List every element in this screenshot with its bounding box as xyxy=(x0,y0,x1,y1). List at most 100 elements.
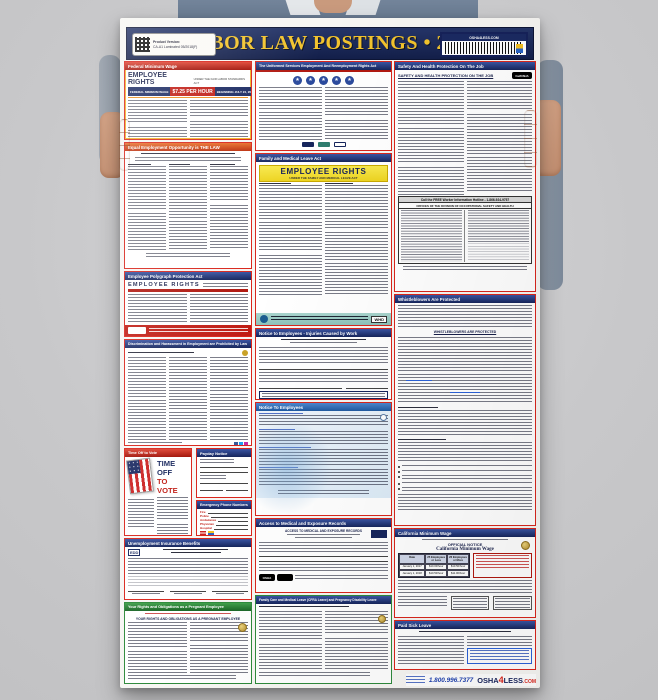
text-block xyxy=(259,672,370,677)
text-block xyxy=(259,185,322,219)
dol-logo xyxy=(128,327,146,334)
text-block xyxy=(202,283,248,287)
text-block xyxy=(325,232,388,260)
table-header-cell: 25 Employees or Less xyxy=(425,554,448,564)
section-header: Family and Medical Leave Act xyxy=(256,154,391,162)
text-block xyxy=(259,644,322,670)
text-block xyxy=(128,351,194,355)
text-block xyxy=(398,128,464,164)
text-block xyxy=(280,339,367,342)
text-block xyxy=(402,470,532,472)
text-block xyxy=(452,597,488,608)
section-header: Unemployment Insurance Benefits xyxy=(125,539,251,547)
section-california-minimum-wage: California Minimum Wage OFFICIAL NOTICE … xyxy=(394,528,536,618)
poster-footer: 1.800.996.7377 OSHA4LESS.COM xyxy=(406,674,536,686)
fmla-footer-bar: WHD xyxy=(256,313,391,325)
divider xyxy=(128,97,248,98)
text-block xyxy=(128,357,166,397)
section-pregnant-employee-rights: Your Rights and Obligations as a Pregnan… xyxy=(124,602,252,684)
poster-masthead: Product Version: CA-A1 Laminated 05/2018… xyxy=(126,27,534,60)
form-line xyxy=(200,479,248,484)
text-block xyxy=(128,442,182,445)
text-block xyxy=(189,622,248,642)
text-block xyxy=(173,593,203,596)
text-block xyxy=(398,374,532,404)
text-block xyxy=(169,357,207,409)
section-whistleblowers-protected: Whistleblowers Are Protected WHISTLEBLOW… xyxy=(394,294,536,526)
section-header: Paid Sick Leave xyxy=(395,621,535,629)
state-seal-icon xyxy=(378,615,386,623)
emergency-label: Police xyxy=(200,514,209,518)
fmla-banner-title: EMPLOYEE RIGHTS xyxy=(280,167,367,176)
text-block xyxy=(406,676,425,684)
brand-post: LESS xyxy=(503,676,523,685)
bullet-icon xyxy=(398,483,400,485)
table-header-cell: 26 Employees or More xyxy=(447,554,469,564)
text-block xyxy=(210,394,248,440)
text-block xyxy=(402,482,532,484)
barcode-flag-mark xyxy=(516,44,523,53)
product-version-line1: Product Version: xyxy=(153,40,181,45)
form-line xyxy=(259,552,388,557)
text-block xyxy=(169,412,207,440)
text-block xyxy=(259,542,388,552)
state-seal-icon xyxy=(238,623,247,632)
text-block xyxy=(259,347,388,365)
text-block xyxy=(157,524,188,535)
table-header-cell: Date xyxy=(399,554,426,564)
form-line xyxy=(210,515,248,518)
section-payday-notice: Payday Notice xyxy=(196,448,252,498)
star-icon xyxy=(319,76,328,85)
text-block xyxy=(128,558,248,574)
bullet-icon xyxy=(398,476,400,478)
text-block xyxy=(402,487,532,492)
star-icon xyxy=(306,76,315,85)
osha-logo-2 xyxy=(277,574,293,581)
section-cfra-pregnancy-disability: Family Care and Medical Leave (CFRA Leav… xyxy=(255,595,392,684)
bullet-icon xyxy=(398,466,400,468)
table-cell: $11.00/hour xyxy=(447,570,469,577)
signature-line xyxy=(212,589,248,592)
text-block xyxy=(495,597,530,608)
text-block xyxy=(398,81,464,125)
emergency-label: Fire xyxy=(200,510,206,514)
userra-stars xyxy=(259,76,388,85)
hyperlink-text xyxy=(406,380,432,381)
polygraph-footer-bar xyxy=(125,325,251,336)
text-block xyxy=(210,205,248,249)
text-block xyxy=(200,459,234,463)
vets-logo xyxy=(317,142,330,147)
text-block xyxy=(169,221,207,251)
barcode-brand-text: OSHA4LESS.COM xyxy=(442,34,526,41)
text-block xyxy=(128,127,187,139)
text-block xyxy=(128,622,187,648)
osha4less-logo: OSHA4LESS.COM xyxy=(477,675,536,685)
table-cell: January 1, 2017 xyxy=(399,563,426,571)
form-line xyxy=(218,519,248,522)
text-block xyxy=(476,555,529,569)
text-block xyxy=(403,266,527,271)
product-version-line2: CA-A1 Laminated 05/2018(F) xyxy=(153,44,198,49)
vote-headline-2: TO VOTE xyxy=(157,477,178,495)
ballot-box-flag-icon xyxy=(126,457,154,495)
section-header: Payday Notice xyxy=(197,449,251,457)
text-block xyxy=(469,650,529,662)
text-block xyxy=(466,636,532,646)
facebook-icon xyxy=(234,442,238,445)
form-line xyxy=(259,365,388,370)
section-unemployment-insurance: Unemployment Insurance Benefits EDD xyxy=(124,538,252,600)
text-block xyxy=(128,100,187,124)
form-line xyxy=(200,463,248,468)
product-version-text: Product Version: CA-A1 Laminated 05/2018… xyxy=(153,40,197,49)
form-line xyxy=(346,384,388,389)
form-line xyxy=(213,527,248,530)
star-icon xyxy=(345,76,354,85)
text-block xyxy=(163,549,229,552)
text-block xyxy=(144,613,232,616)
text-block xyxy=(325,638,388,670)
text-block xyxy=(259,372,388,384)
form-line xyxy=(207,511,248,514)
whd-seal-icon xyxy=(260,315,268,323)
text-block xyxy=(128,576,248,586)
